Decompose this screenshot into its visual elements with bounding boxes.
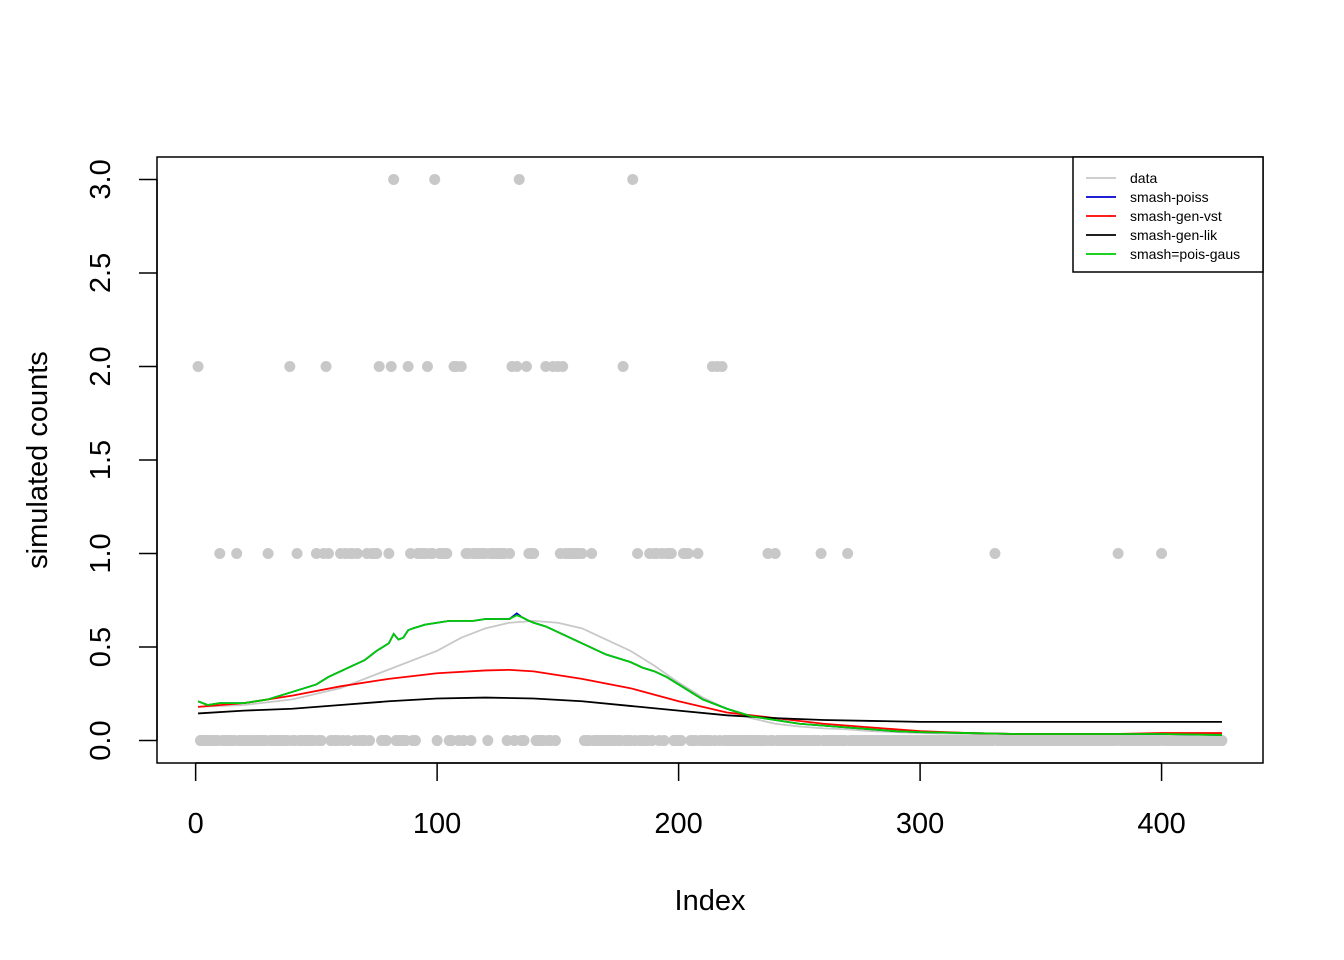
data-point [658,735,670,747]
data-point [284,360,296,372]
data-point [315,735,327,747]
data-point [351,548,363,560]
series-line-smash-pois-gaus [197,614,1222,736]
data-point [431,735,443,747]
y-axis-label: simulated counts [22,351,54,569]
x-tick-label: 200 [654,808,702,840]
series-line-smash-poiss [197,612,1222,736]
data-point [511,360,523,372]
data-point [617,360,629,372]
legend-box [1072,156,1264,273]
data-point [482,735,494,747]
data-point [520,360,532,372]
legend-label: smash=pois-gaus [1130,246,1240,262]
data-point [1112,548,1124,560]
data-point [504,548,516,560]
data-point [380,735,392,747]
y-tick-label: 2.0 [85,346,117,386]
data-point [716,360,728,372]
data-point [214,548,226,560]
x-axis: 0 100 200 300 400 [188,762,1186,840]
data-point [385,360,397,372]
data-point [455,360,467,372]
data-point [441,548,453,560]
data-point [665,548,677,560]
data-point [1156,548,1168,560]
x-tick-label: 400 [1137,808,1185,840]
data-point [373,360,385,372]
y-tick-label: 2.5 [85,253,117,293]
x-tick-label: 100 [413,808,461,840]
data-point [815,548,827,560]
data-point [528,548,540,560]
legend-label: smash-gen-lik [1130,227,1218,243]
data-point [262,548,274,560]
data-point [320,360,332,372]
data-point [291,548,303,560]
y-tick-label: 1.0 [85,533,117,573]
data-point [409,735,421,747]
data-point [429,173,441,185]
legend-label: smash-gen-vst [1130,208,1222,224]
data-point [576,548,588,560]
data-point [513,173,525,185]
data-point [692,548,704,560]
series-lines [197,612,1222,736]
data-point [364,735,376,747]
y-tick-label: 3.0 [85,159,117,199]
data-point [1216,735,1228,747]
data-point [549,735,561,747]
data-point [231,548,243,560]
legend-label: smash-poiss [1130,189,1209,205]
data-point [627,173,639,185]
data-point [402,360,414,372]
series-line-data [198,619,1222,736]
data-point [842,548,854,560]
data-point [632,548,644,560]
y-tick-label: 0.0 [85,720,117,760]
series-line-smash-gen-lik [197,696,1222,723]
data-point [383,548,395,560]
x-axis-label: Index [675,885,746,917]
data-point [682,548,694,560]
x-tick-label: 300 [896,808,944,840]
data-point [769,548,781,560]
data-point [465,735,477,747]
data-point [371,548,383,560]
data-point [322,548,334,560]
data-points [192,173,1228,747]
legend: data smash-poiss smash-gen-vst smash-gen-li… [1072,156,1264,273]
data-point [989,548,1001,560]
y-axis: 0.0 0.5 1.0 1.5 2.0 2.5 3.0 [85,159,158,761]
legend-label: data [1130,170,1157,186]
y-tick-label: 0.5 [85,627,117,667]
data-point [192,360,204,372]
data-point [675,735,687,747]
data-point [421,360,433,372]
y-tick-label: 1.5 [85,440,117,480]
data-point [557,360,569,372]
data-point [518,735,530,747]
data-point [388,173,400,185]
data-point [586,548,598,560]
x-tick-label: 0 [188,808,204,840]
